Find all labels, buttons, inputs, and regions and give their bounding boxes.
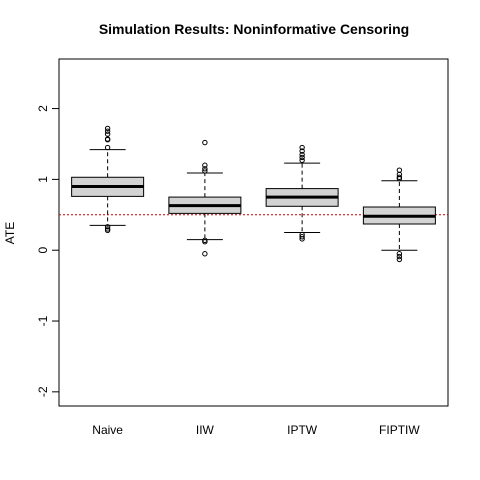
outlier-point — [396, 256, 403, 263]
y-tick-label: -2 — [36, 386, 50, 397]
outlier-point — [104, 137, 111, 143]
y-tick-label: 1 — [36, 176, 50, 183]
outlier-point — [202, 162, 208, 168]
y-axis-label: ATE — [3, 222, 17, 244]
outlier-point — [104, 128, 111, 134]
outlier-point — [299, 157, 305, 163]
outlier-point — [104, 131, 111, 137]
x-tick-label: IPTW — [287, 423, 318, 437]
outlier-point — [299, 148, 305, 154]
y-tick-label: 0 — [36, 247, 50, 254]
outlier-point — [202, 166, 208, 172]
outlier-point — [396, 253, 403, 260]
plot-frame — [58, 58, 449, 407]
outlier-point — [299, 236, 305, 242]
outlier-point — [202, 239, 208, 245]
x-tick-label: Naive — [92, 423, 123, 437]
outlier-point — [202, 139, 208, 146]
y-tick-label: -1 — [36, 315, 50, 326]
outlier-point — [299, 144, 305, 151]
outlier-point — [104, 227, 111, 234]
outlier-point — [299, 151, 305, 158]
outlier-point — [299, 234, 305, 240]
outlier-point — [299, 154, 305, 161]
chart-title: Simulation Results: Noninformative Censo… — [99, 21, 409, 37]
outlier-point — [104, 224, 111, 230]
outlier-point — [396, 251, 403, 257]
plot-layer: -2 -1 0 1 2 Naive IIW IPTW FIPTIW — [36, 58, 449, 437]
outlier-point — [202, 168, 208, 174]
outlier-point — [104, 144, 111, 151]
x-tick-label: IIW — [196, 423, 215, 437]
x-tick-label: FIPTIW — [379, 423, 420, 437]
outlier-point — [104, 125, 111, 132]
outlier-point — [202, 251, 208, 257]
outlier-point — [396, 175, 403, 182]
y-tick-label: 2 — [36, 105, 50, 112]
